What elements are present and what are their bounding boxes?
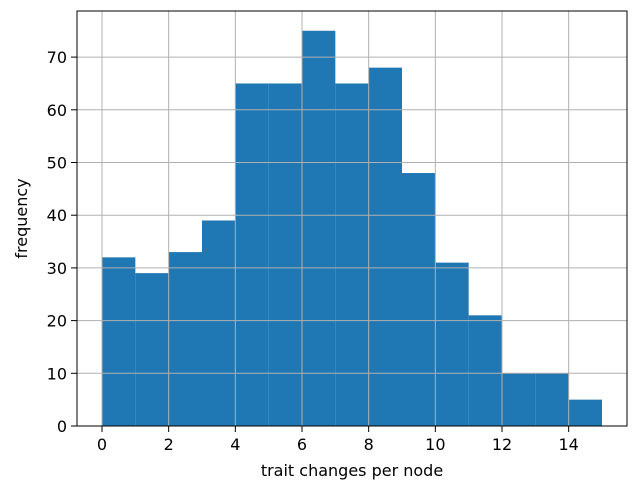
histogram-bar-8 xyxy=(368,67,402,427)
histogram-bar-7 xyxy=(335,83,369,426)
histogram-bar-2 xyxy=(168,252,202,426)
histogram-bar-3 xyxy=(202,220,236,426)
y-axis-label: frequency xyxy=(12,178,31,258)
x-tick-label: 6 xyxy=(297,435,307,454)
bars-layer xyxy=(102,30,602,427)
histogram-bar-12 xyxy=(502,373,536,426)
y-tick-label: 70 xyxy=(47,48,67,67)
grid-over-layer xyxy=(77,11,627,427)
y-tick-label: 30 xyxy=(47,259,67,278)
histogram-bar-11 xyxy=(468,315,502,426)
y-tick-label: 0 xyxy=(57,417,67,436)
x-tick-label: 4 xyxy=(230,435,240,454)
x-tick-label: 10 xyxy=(425,435,445,454)
x-tick-label: 8 xyxy=(364,435,374,454)
histogram-bar-10 xyxy=(435,262,469,426)
x-axis-label: trait changes per node xyxy=(261,461,443,480)
histogram-bar-9 xyxy=(402,173,436,426)
y-tick-label: 20 xyxy=(47,312,67,331)
y-tick-label: 40 xyxy=(47,206,67,225)
histogram-bar-14 xyxy=(568,399,602,426)
x-tick-label: 0 xyxy=(97,435,107,454)
histogram-bar-4 xyxy=(235,83,269,426)
histogram-bar-0 xyxy=(102,257,136,426)
x-tick-label: 12 xyxy=(492,435,512,454)
histogram-bar-1 xyxy=(135,273,169,426)
y-tick-label: 60 xyxy=(47,101,67,120)
y-tick-label: 10 xyxy=(47,364,67,383)
ticks-layer: 0 2 4 6 8 10 12 14 0 10 20 30 40 50 60 70 xyxy=(47,48,579,454)
x-tick-label: 14 xyxy=(558,435,578,454)
histogram-bar-5 xyxy=(268,83,302,426)
histogram-bar-6 xyxy=(302,30,336,427)
y-tick-label: 50 xyxy=(47,154,67,173)
histogram-bar-13 xyxy=(535,373,569,426)
x-tick-label: 2 xyxy=(164,435,174,454)
plot-frame xyxy=(76,10,628,427)
